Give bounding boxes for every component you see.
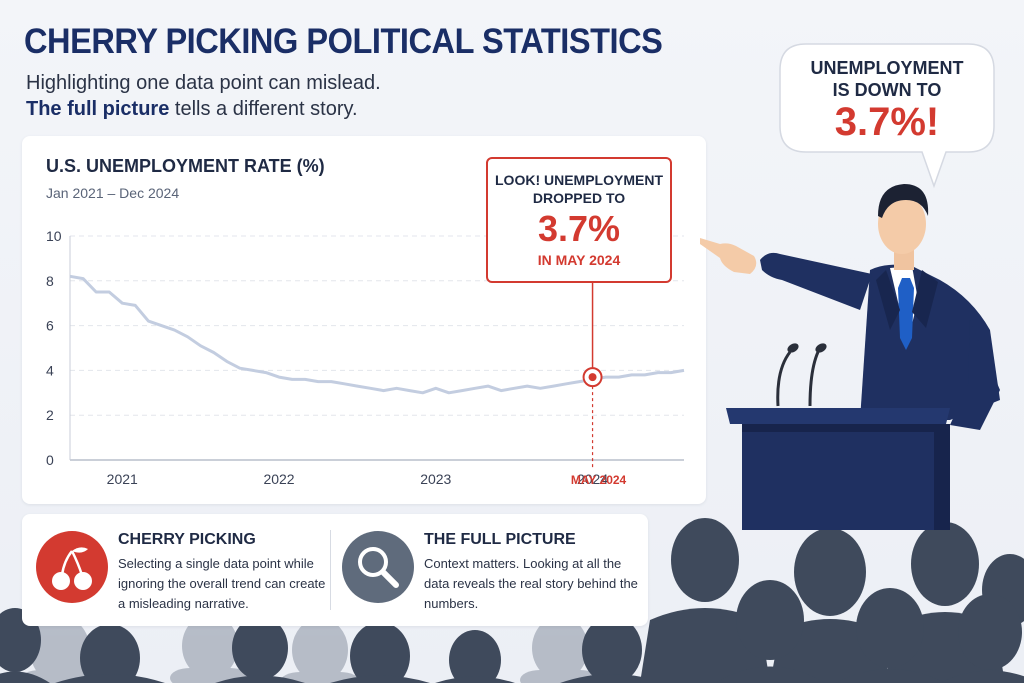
callout-value: 3.7% [537,208,621,249]
chart-date-range: Jan 2021 – Dec 2024 [46,185,180,201]
subtitle-line-1: Highlighting one data point can mislead. [26,72,381,94]
magnifier-icon [342,531,414,603]
cherry-picking-heading: CHERRY PICKING [118,531,256,548]
y-tick-label: 4 [46,362,54,378]
speech-value: 3.7%! [834,100,940,144]
subtitle-rest: tells a different story. [169,98,358,120]
x-tick-label: 2022 [263,471,294,487]
y-tick-label: 0 [46,452,54,468]
speech-bubble-shape [779,43,995,189]
audience-silhouettes [0,518,1024,683]
full-picture-heading: THE FULL PICTURE [424,531,576,548]
callout-date: IN MAY 2024 [537,252,621,268]
speaker-illustration [700,184,1000,530]
page-title: CHERRY PICKING POLITICAL STATISTICS [24,22,663,61]
info-card [22,514,648,626]
y-tick-label: 6 [46,318,54,334]
chart-callout-box: LOOK! UNEMPLOYMENT DROPPED TO 3.7% IN MA… [486,157,672,283]
full-picture-text: Context matters. Looking at all the data… [424,556,638,611]
callout-line-2: DROPPED TO [532,190,626,206]
speech-line-2: IS DOWN TO [832,80,942,100]
cherry-icon-graphic [52,547,92,590]
speech-bubble: UNEMPLOYMENT IS DOWN TO 3.7%! [776,40,998,189]
microphone-icon [776,343,827,407]
cherry-picking-text: Selecting a single data point while igno… [118,556,326,611]
y-tick-label: 10 [46,228,62,244]
cherry-icon [36,531,108,603]
unemployment-series-line [69,274,685,395]
x-tick-label: 2023 [420,471,451,487]
info-divider [330,530,331,610]
highlight-x-label: MAY 2024 [571,473,627,487]
speech-line-1: UNEMPLOYMENT [810,58,964,78]
magnifier-icon-graphic [358,547,399,588]
callout-line-1: LOOK! UNEMPLOYMENT [495,172,663,188]
x-tick-label: 2021 [107,471,138,487]
highlight-point [588,373,597,382]
x-tick-label: 2024 [577,471,608,487]
y-tick-label: 2 [46,407,54,423]
chart-title: U.S. UNEMPLOYMENT RATE (%) [46,156,325,176]
subtitle-emphasis: The full picture [26,98,170,120]
subtitle-line-2: The full picture tells a different story… [26,98,358,121]
y-tick-label: 8 [46,273,54,289]
